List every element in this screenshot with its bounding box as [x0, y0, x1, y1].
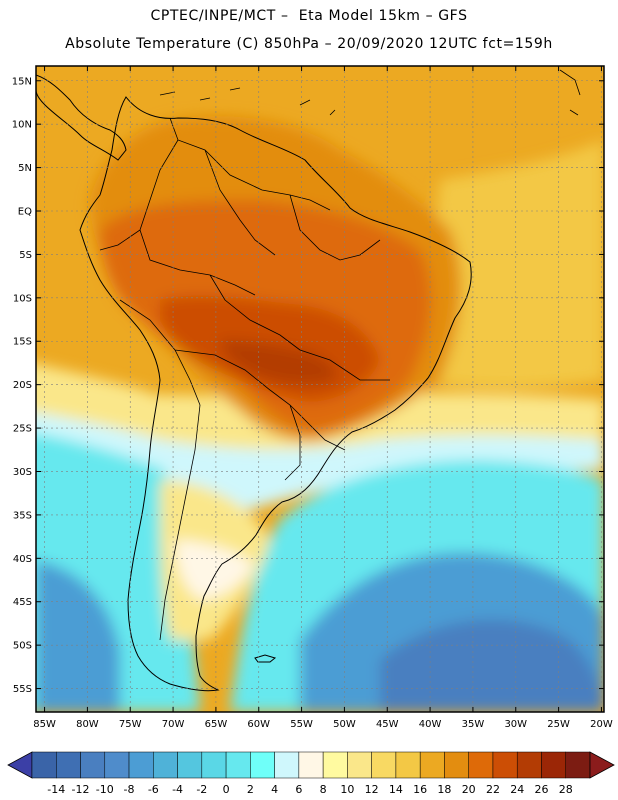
field-deep-east-core — [380, 619, 604, 712]
latitude-axis: 15N 10N 5N EQ 5S 10S 15S 20S 25S 30S 35S 40S 45S 50S 5… — [12, 76, 604, 695]
colorbar-swatch — [419, 751, 445, 779]
colorbar-label: 26 — [534, 783, 548, 796]
colorbar-over-arrow — [589, 751, 615, 779]
lon-tick-label: 75W — [119, 719, 142, 730]
lat-tick-label: 35S — [13, 510, 32, 521]
lon-tick-label: 55W — [290, 719, 313, 730]
country-borders — [99, 117, 390, 641]
colorbar-swatch — [56, 751, 81, 779]
colorbar-swatch — [395, 751, 421, 779]
central-america — [36, 74, 127, 161]
colorbar-swatch — [225, 751, 251, 779]
colorbar-under-arrow — [7, 751, 33, 779]
map-frame — [35, 65, 605, 713]
colorbar-label: 20 — [462, 783, 476, 796]
colorbar-swatch — [201, 751, 227, 779]
south-america-coastline — [79, 96, 472, 692]
colorbar-label: -6 — [148, 783, 159, 796]
colorbar-swatch — [177, 751, 203, 779]
colorbar-label: 12 — [365, 783, 379, 796]
colorbar-swatch — [298, 751, 324, 779]
colorbar: -14 -12 -10 -8 -6 -4 -2 0 2 4 6 8 10 12 14 16 18 20 22 24 26… — [7, 751, 615, 796]
lon-tick-label: 50W — [333, 719, 356, 730]
lon-tick-label: 45W — [376, 719, 399, 730]
colorbar-swatch — [31, 751, 57, 779]
colorbar-label: 28 — [559, 783, 573, 796]
colorbar-swatch — [565, 751, 591, 779]
colorbar-label: 22 — [486, 783, 500, 796]
lat-tick-label: EQ — [18, 207, 32, 218]
colorbar-label: 16 — [413, 783, 427, 796]
colorbar-swatch — [322, 751, 348, 779]
falklands — [254, 654, 277, 663]
colorbar-label: -8 — [124, 783, 135, 796]
colorbar-label: 18 — [437, 783, 451, 796]
lat-tick-label: 15N — [12, 76, 32, 87]
lon-tick-label: 35W — [462, 719, 485, 730]
lon-tick-label: 40W — [419, 719, 442, 730]
lat-tick-label: 30S — [13, 467, 32, 478]
longitude-axis: 85W 80W 75W 70W 65W 60W 55W 50W 45W 40W 35W 30W 25W 2… — [33, 66, 613, 730]
lat-tick-label: 5N — [18, 163, 32, 174]
colorbar-swatch — [492, 751, 518, 779]
caribbean-islands — [159, 69, 581, 116]
temperature-field — [36, 66, 604, 712]
title-line-1: CPTEC/INPE/MCT – Eta Model 15km – GFS — [150, 8, 468, 24]
lat-tick-label: 15S — [13, 337, 32, 348]
colorbar-swatch — [444, 751, 469, 779]
lon-tick-label: 70W — [162, 719, 185, 730]
colorbar-swatch — [274, 751, 300, 779]
colorbar-swatch — [250, 751, 275, 779]
colorbar-label: 8 — [320, 783, 327, 796]
lat-tick-label: 5S — [19, 250, 32, 261]
colorbar-label: -10 — [96, 783, 114, 796]
colorbar-label: 0 — [223, 783, 230, 796]
colorbar-label: 10 — [340, 783, 354, 796]
lat-tick-label: 40S — [13, 554, 32, 565]
field-deep-west — [36, 560, 120, 712]
lon-tick-label: 80W — [76, 719, 99, 730]
lon-tick-label: 60W — [247, 719, 270, 730]
colorbar-label: 6 — [295, 783, 302, 796]
lon-tick-label: 65W — [205, 719, 228, 730]
lat-tick-label: 45S — [13, 597, 32, 608]
colorbar-swatch — [347, 751, 372, 779]
colorbar-label: -14 — [47, 783, 65, 796]
lat-tick-label: 10N — [12, 120, 32, 131]
colorbar-label: 2 — [247, 783, 254, 796]
colorbar-label: -12 — [72, 783, 90, 796]
colorbar-label: -2 — [196, 783, 207, 796]
lon-tick-label: 85W — [33, 719, 56, 730]
colorbar-swatch — [371, 751, 397, 779]
title-line-2: Absolute Temperature (C) 850hPa – 20/09/… — [65, 36, 553, 52]
colorbar-swatch — [468, 751, 494, 779]
lat-tick-label: 50S — [13, 641, 32, 652]
colorbar-swatch — [541, 751, 566, 779]
colorbar-swatch — [104, 751, 130, 779]
colorbar-label: -4 — [172, 783, 183, 796]
field-atlantic-subtropic — [420, 140, 604, 389]
lat-tick-label: 10S — [13, 293, 32, 304]
colorbar-swatch — [128, 751, 154, 779]
lat-tick-label: 55S — [13, 684, 32, 695]
coastlines — [36, 69, 581, 692]
lon-tick-label: 30W — [504, 719, 527, 730]
lon-tick-label: 25W — [547, 719, 570, 730]
colorbar-label: 24 — [510, 783, 524, 796]
lon-tick-label: 20W — [590, 719, 613, 730]
colorbar-label: 4 — [271, 783, 278, 796]
colorbar-swatch — [516, 751, 542, 779]
field-continent-core — [220, 340, 337, 385]
lat-tick-label: 20S — [13, 380, 32, 391]
colorbar-label: 14 — [389, 783, 403, 796]
colorbar-swatch — [153, 751, 178, 779]
lat-tick-label: 25S — [13, 424, 32, 435]
colorbar-swatch — [80, 751, 106, 779]
